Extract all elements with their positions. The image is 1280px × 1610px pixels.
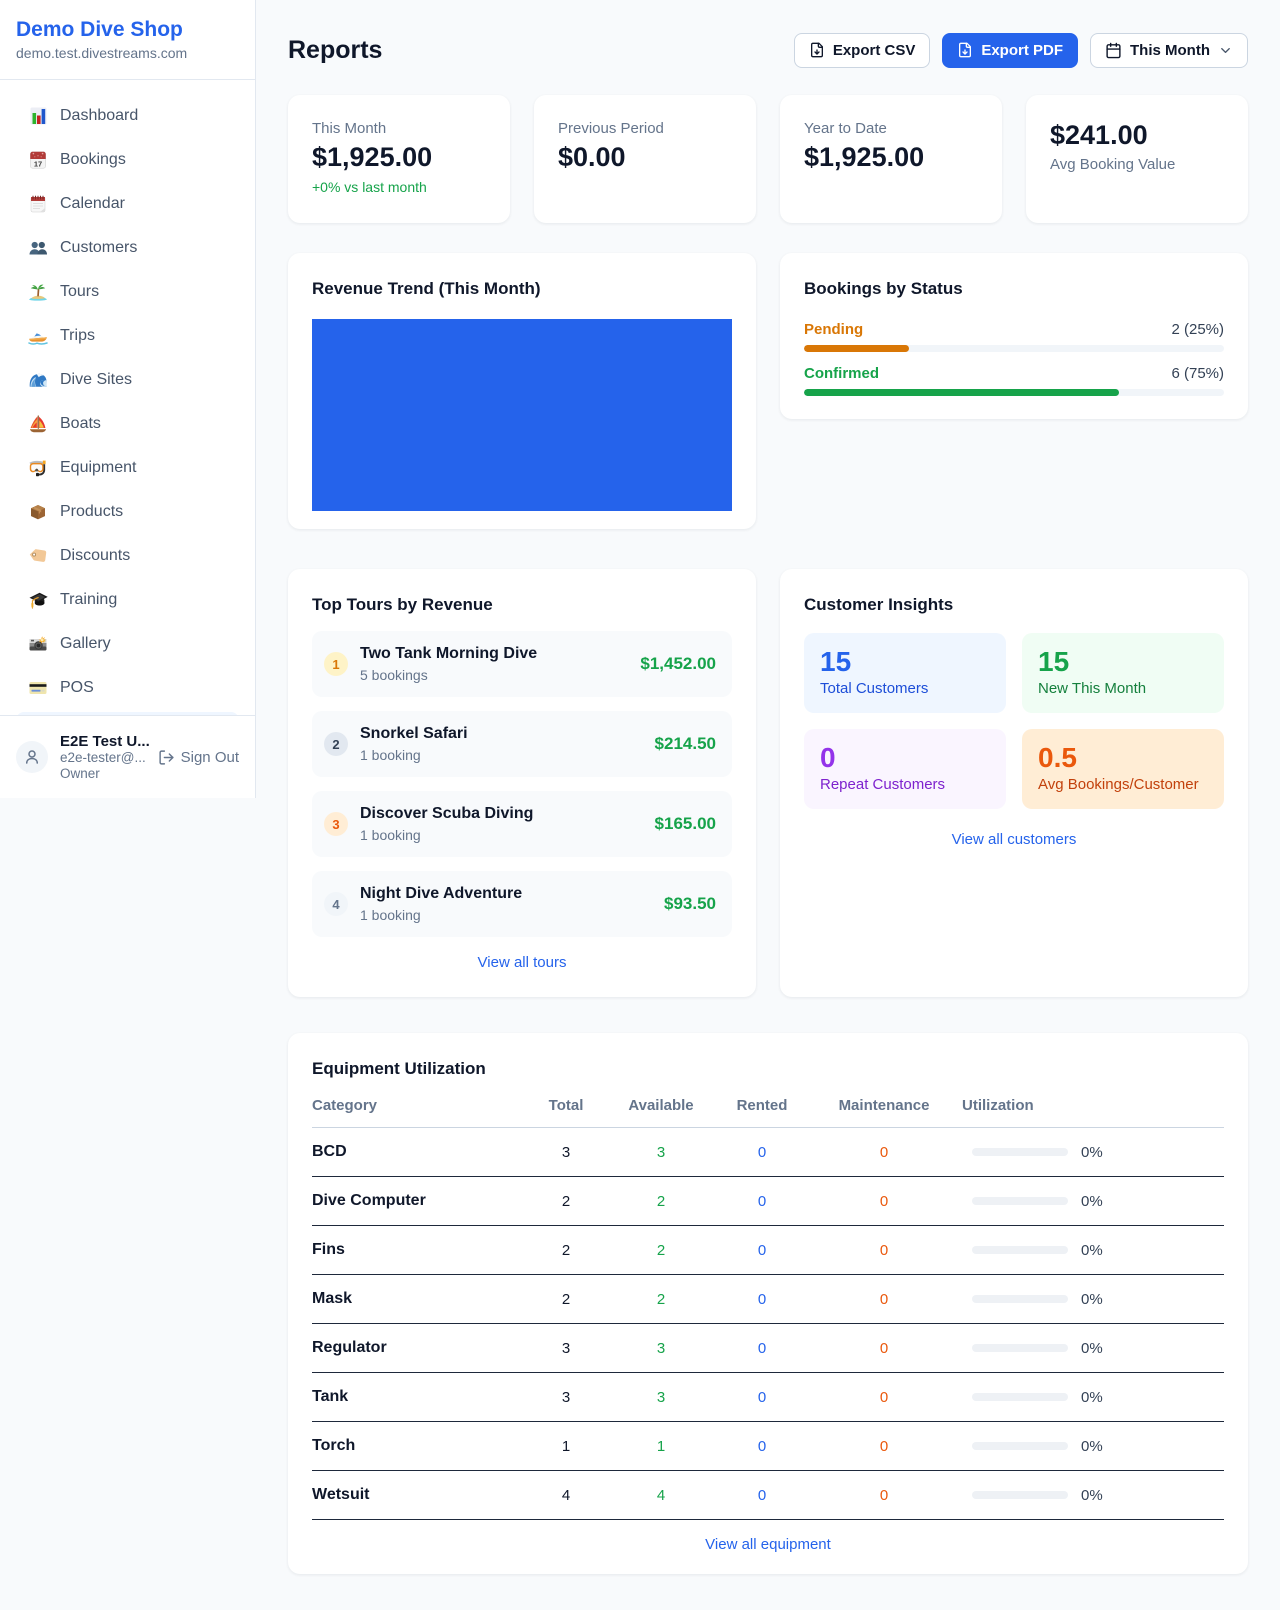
svg-text:17: 17 bbox=[34, 159, 42, 168]
